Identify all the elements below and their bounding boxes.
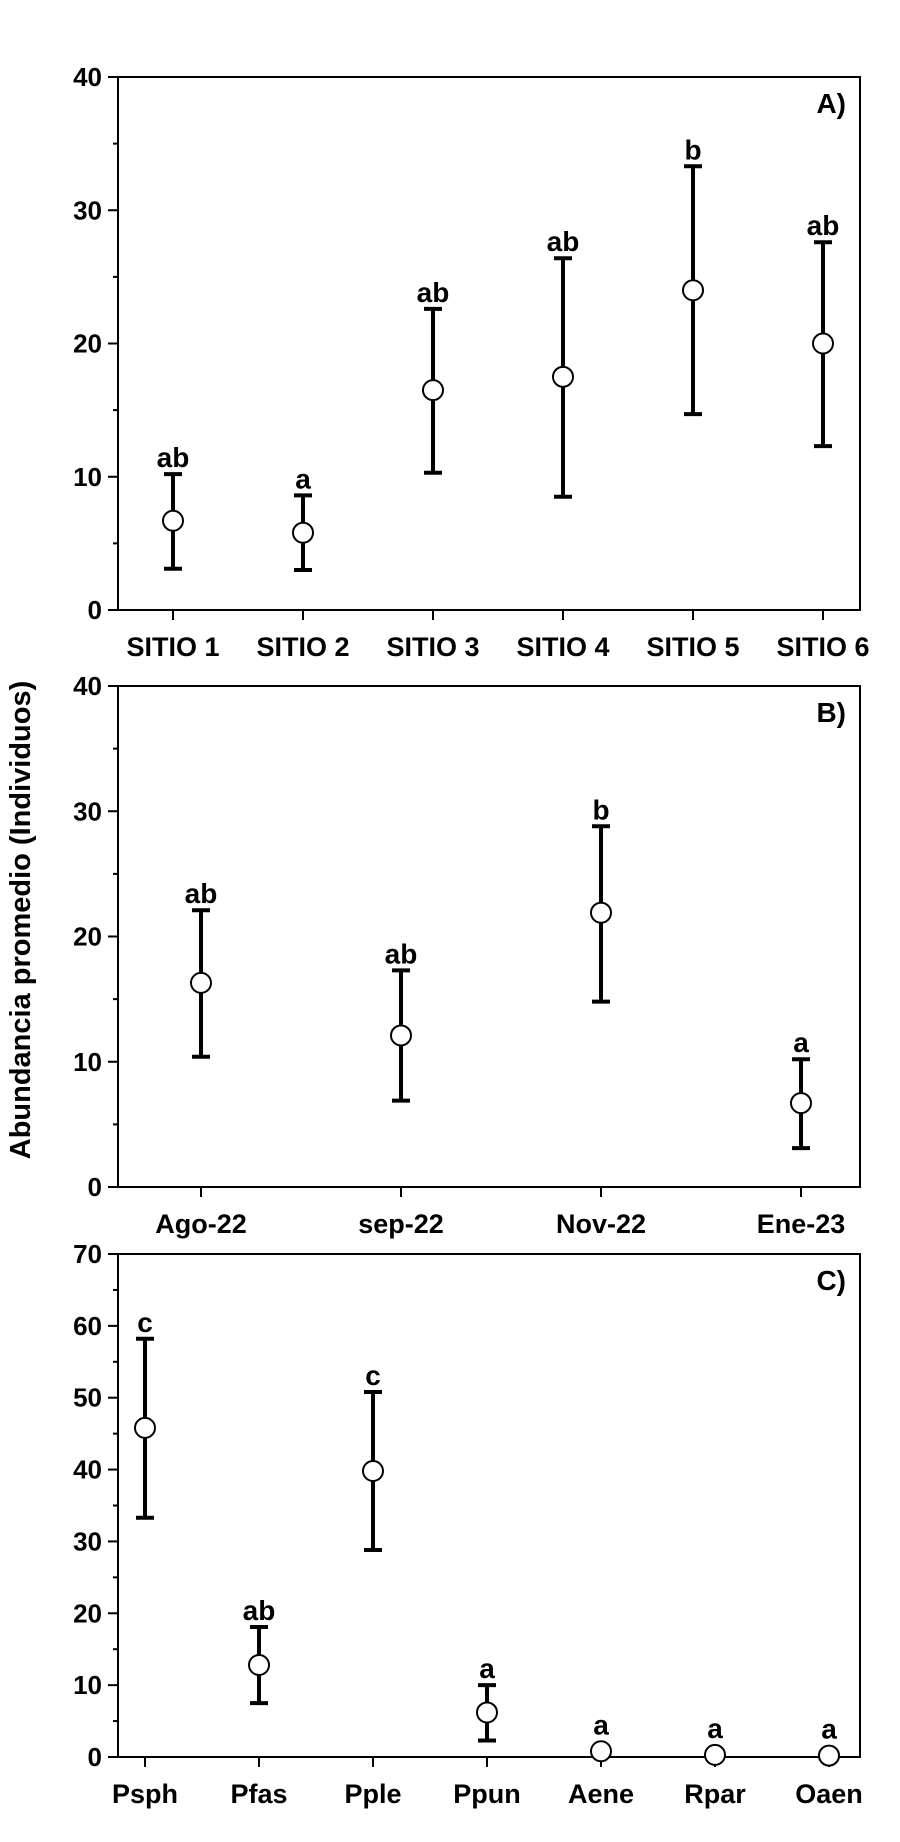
- data-point: [476, 1701, 498, 1724]
- plot-frame: [117, 685, 861, 1188]
- y-tick-label: 10: [73, 1047, 102, 1077]
- x-category-label: Aene: [568, 1779, 634, 1809]
- data-point: [590, 1740, 612, 1763]
- significance-letter: c: [137, 1307, 153, 1338]
- significance-letter: ab: [547, 226, 580, 257]
- y-tick-label: 20: [73, 329, 102, 359]
- y-tick-label: 0: [88, 1172, 102, 1202]
- x-category-label: Oaen: [795, 1779, 863, 1809]
- panel-label: C): [816, 1265, 846, 1296]
- panel-label: A): [816, 88, 846, 119]
- significance-letter: ab: [385, 938, 418, 969]
- x-category-label: SITIO 2: [256, 632, 349, 662]
- significance-letter: a: [295, 463, 311, 494]
- significance-letter: ab: [157, 442, 190, 473]
- data-point: [818, 1744, 840, 1767]
- x-category-label: SITIO 3: [386, 632, 479, 662]
- y-tick-label: 30: [73, 796, 102, 826]
- data-point: [190, 971, 212, 994]
- x-category-label: Rpar: [684, 1779, 746, 1809]
- x-category-label: Ene-23: [757, 1209, 846, 1239]
- x-category-label: Psph: [112, 1779, 178, 1809]
- data-point: [812, 332, 834, 355]
- data-point: [390, 1024, 412, 1047]
- significance-letter: b: [684, 134, 701, 165]
- y-tick-label: 60: [73, 1311, 102, 1341]
- y-tick-label: 40: [73, 1455, 102, 1485]
- x-category-label: Ago-22: [155, 1209, 247, 1239]
- x-category-label: Pfas: [230, 1779, 287, 1809]
- y-tick-label: 30: [73, 195, 102, 225]
- y-tick-label: 0: [88, 1742, 102, 1772]
- y-tick-label: 40: [73, 62, 102, 92]
- plot-frame: [117, 76, 861, 611]
- data-point: [162, 509, 184, 532]
- significance-letter: a: [821, 1714, 837, 1745]
- data-point: [134, 1416, 156, 1439]
- data-point: [590, 901, 612, 924]
- data-point: [790, 1092, 812, 1115]
- x-category-label: SITIO 6: [776, 632, 869, 662]
- data-point: [362, 1460, 384, 1483]
- x-category-label: Nov-22: [556, 1209, 646, 1239]
- x-category-label: SITIO 5: [646, 632, 739, 662]
- significance-letter: ab: [417, 277, 450, 308]
- y-tick-label: 0: [88, 595, 102, 625]
- y-tick-label: 70: [73, 1239, 102, 1269]
- y-tick-label: 30: [73, 1526, 102, 1556]
- data-point: [552, 365, 574, 388]
- y-tick-label: 10: [73, 1670, 102, 1700]
- y-tick-label: 50: [73, 1383, 102, 1413]
- x-category-label: sep-22: [358, 1209, 444, 1239]
- significance-letter: b: [592, 794, 609, 825]
- significance-letter: ab: [807, 210, 840, 241]
- data-point: [422, 379, 444, 402]
- x-category-label: SITIO 4: [516, 632, 609, 662]
- panel-b: 0 10 20 30 40 Ago-22 ab sep-22 ab Nov-22 b Ene-23 a B…: [73, 671, 861, 1239]
- x-category-label: Ppun: [453, 1779, 521, 1809]
- y-axis-title: Abundancia promedio (Individuos): [5, 681, 37, 1160]
- y-tick-label: 20: [73, 1598, 102, 1628]
- panel-c: 0 10 20 30 40 50 60 70 Psph c Pfas ab Pple c Ppun a Aene…: [73, 1239, 863, 1809]
- x-category-label: SITIO 1: [126, 632, 219, 662]
- y-tick-label: 10: [73, 462, 102, 492]
- data-point: [682, 279, 704, 302]
- significance-letter: ab: [185, 878, 218, 909]
- significance-letter: a: [593, 1709, 609, 1740]
- significance-letter: c: [365, 1360, 381, 1391]
- significance-letter: a: [479, 1653, 495, 1684]
- panel-a: 0 10 20 30 40 SITIO 1 ab SITIO 2 a SITIO 3 ab SITIO…: [73, 62, 869, 662]
- data-point: [292, 521, 314, 544]
- significance-letter: a: [707, 1713, 723, 1744]
- y-tick-label: 20: [73, 922, 102, 952]
- significance-letter: a: [793, 1027, 809, 1058]
- data-point: [248, 1654, 270, 1677]
- significance-letter: ab: [243, 1595, 276, 1626]
- x-category-label: Pple: [344, 1779, 401, 1809]
- panel-label: B): [816, 697, 846, 728]
- data-point: [704, 1743, 726, 1766]
- y-tick-label: 40: [73, 671, 102, 701]
